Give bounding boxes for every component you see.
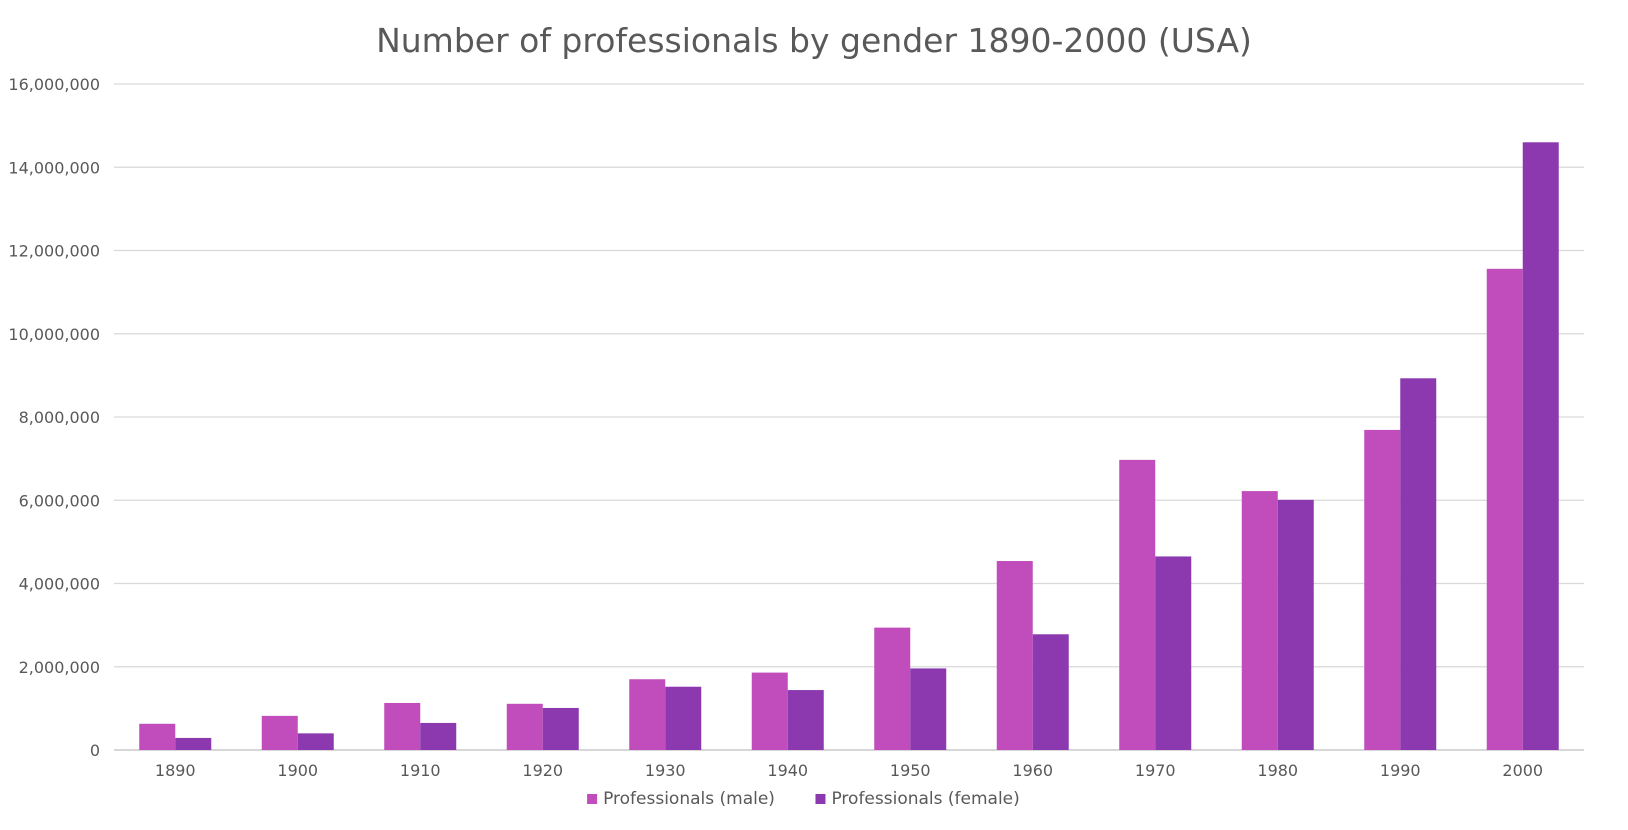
x-tick-label: 1910: [400, 761, 441, 780]
x-tick-label: 1940: [767, 761, 808, 780]
legend-swatch-female: [815, 794, 826, 804]
bar-male-1930: [629, 679, 666, 750]
bar-male-1970: [1119, 459, 1156, 750]
bar-female-1950: [910, 668, 947, 750]
x-tick-label: 1920: [522, 761, 563, 780]
bar-female-1930: [665, 686, 702, 750]
x-tick-label: 1960: [1012, 761, 1053, 780]
legend-swatch-male: [587, 794, 598, 804]
x-tick-label: 1980: [1257, 761, 1298, 780]
y-tick-label: 0: [90, 741, 100, 760]
chart-title: Number of professionals by gender 1890-2…: [376, 21, 1252, 60]
bar-male-1950: [874, 627, 911, 750]
x-tick-label: 1990: [1380, 761, 1421, 780]
bar-male-1910: [384, 702, 421, 750]
y-tick-label: 4,000,000: [19, 575, 100, 594]
y-tick-label: 10,000,000: [8, 325, 100, 344]
bar-female-1990: [1400, 378, 1437, 750]
bar-female-1940: [787, 690, 824, 750]
legend-label-male: Professionals (male): [603, 789, 775, 809]
y-tick-label: 14,000,000: [8, 158, 100, 177]
y-tick-label: 6,000,000: [19, 491, 100, 510]
y-tick-label: 12,000,000: [8, 242, 100, 261]
bar-female-2000: [1522, 142, 1559, 750]
x-axis: 1890 1900 1910 1920 1930 1940 1950 1960 1970 1980…: [155, 761, 1543, 780]
bar-female-1910: [420, 722, 457, 750]
bar-female-1960: [1032, 634, 1069, 750]
y-tick-label: 16,000,000: [8, 75, 100, 94]
bar-female-1920: [542, 707, 579, 750]
bar-male-1890: [139, 723, 176, 750]
bar-male-1960: [996, 561, 1033, 750]
x-tick-label: 1890: [155, 761, 196, 780]
bar-male-1990: [1364, 429, 1401, 750]
bar-male-1920: [506, 703, 543, 750]
bar-female-1980: [1277, 499, 1314, 750]
bar-male-1940: [751, 672, 788, 750]
bar-female-1890: [175, 737, 212, 750]
bar-male-2000: [1486, 268, 1523, 750]
bar-male-1900: [261, 715, 298, 750]
y-tick-label: 8,000,000: [19, 408, 100, 427]
bars: [139, 142, 1559, 750]
legend-label-female: Professionals (female): [831, 789, 1019, 809]
x-tick-label: 1970: [1135, 761, 1176, 780]
x-tick-label: 2000: [1502, 761, 1543, 780]
bar-female-1900: [297, 733, 334, 750]
x-tick-label: 1950: [890, 761, 931, 780]
bar-female-1970: [1155, 556, 1192, 750]
x-tick-label: 1900: [277, 761, 318, 780]
gridlines: [114, 83, 1584, 751]
bar-male-1980: [1241, 491, 1278, 750]
y-axis: 0 2,000,000 4,000,000 6,000,000 8,000,000 10,…: [8, 75, 100, 760]
legend: Professionals (male) Professionals (femal…: [587, 789, 1020, 809]
x-tick-label: 1930: [645, 761, 686, 780]
y-tick-label: 2,000,000: [19, 658, 100, 677]
